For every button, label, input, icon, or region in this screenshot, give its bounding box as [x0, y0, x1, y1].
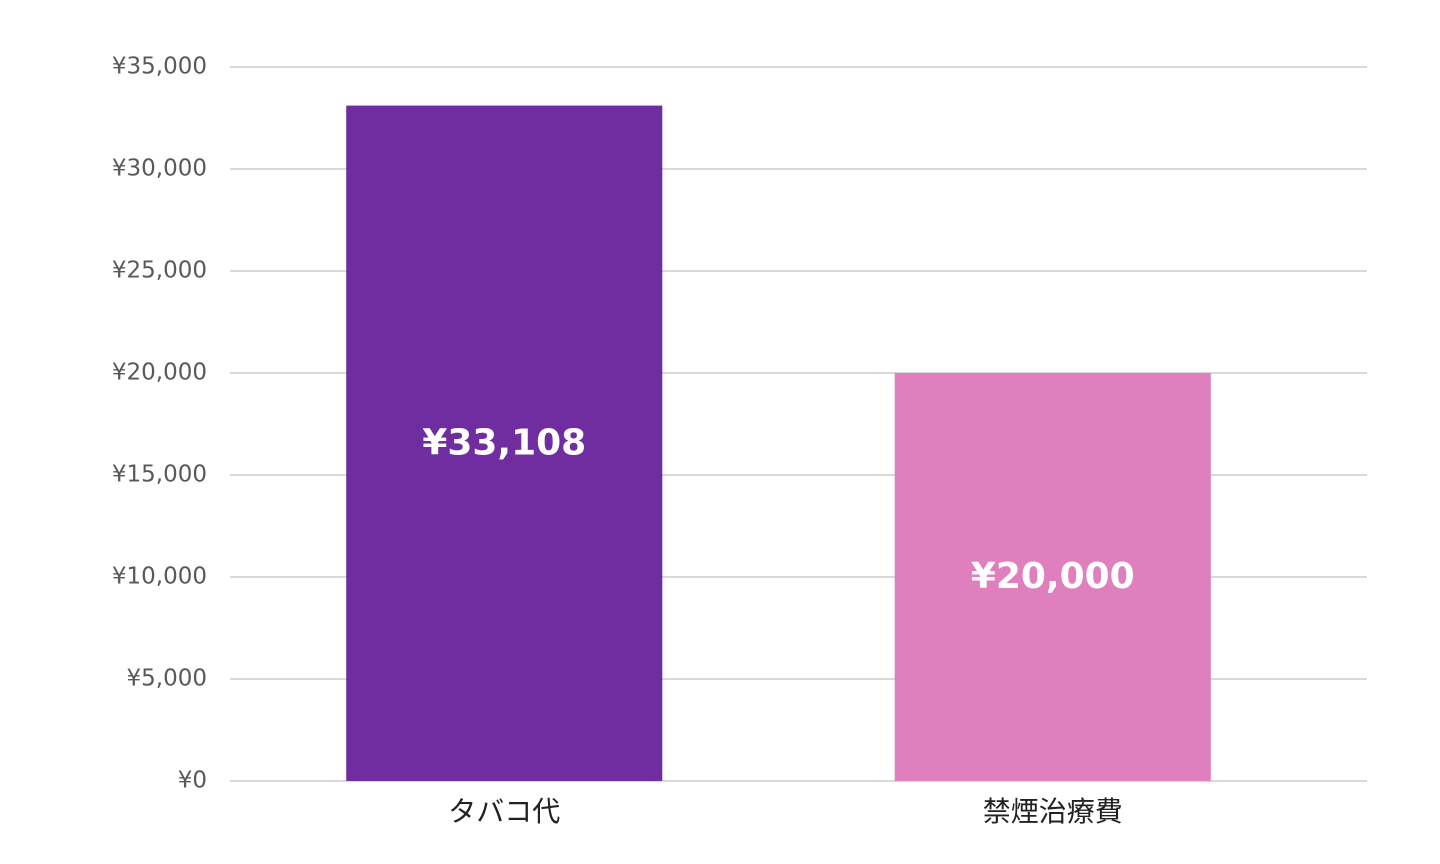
y-tick-label: ¥20,000 [112, 360, 207, 386]
y-tick-label: ¥5,000 [127, 666, 207, 692]
y-tick-label: ¥15,000 [112, 462, 207, 488]
x-tick-label: 禁煙治療費 [983, 795, 1123, 828]
y-tick-label: ¥25,000 [112, 258, 207, 284]
bar [894, 373, 1211, 781]
y-tick-label: ¥0 [178, 768, 207, 794]
bar [346, 105, 663, 781]
y-tick-label: ¥10,000 [112, 564, 207, 590]
x-tick-label: タバコ代 [448, 795, 560, 828]
y-tick-label: ¥30,000 [112, 156, 207, 182]
value-label: ¥33,108 [422, 422, 586, 463]
value-label: ¥20,000 [971, 556, 1135, 597]
y-tick-label: ¥35,000 [112, 54, 207, 80]
